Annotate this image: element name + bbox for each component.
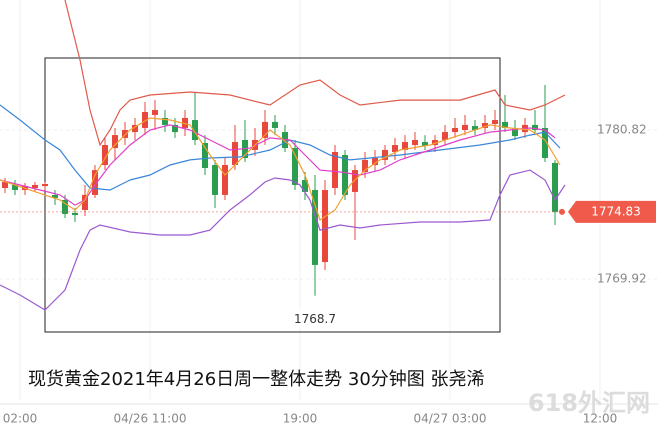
candle-body bbox=[422, 142, 428, 147]
candle-body bbox=[432, 139, 438, 146]
candle-body bbox=[532, 124, 538, 131]
candle-body bbox=[212, 165, 218, 195]
candle-body bbox=[72, 212, 78, 216]
indicator-line bbox=[64, 0, 566, 147]
candle-body bbox=[322, 190, 328, 263]
candle-body bbox=[42, 184, 48, 187]
candle-body bbox=[492, 120, 498, 124]
y-tick-label: 1780.82 bbox=[597, 123, 647, 137]
candle-body bbox=[52, 194, 58, 198]
candle-body bbox=[102, 145, 108, 166]
candle-body bbox=[472, 126, 478, 131]
candle-body bbox=[542, 127, 548, 159]
x-tick-label: 19:00 bbox=[283, 412, 318, 426]
indicator-line bbox=[0, 104, 561, 191]
candle-body bbox=[202, 142, 208, 169]
highlight-box bbox=[44, 57, 501, 333]
x-tick-label: 04/26 11:00 bbox=[114, 412, 187, 426]
candle-body bbox=[382, 149, 388, 160]
candle-body bbox=[292, 148, 298, 185]
low-label: 1768.7 bbox=[294, 312, 336, 326]
last-price-tag bbox=[568, 200, 656, 223]
candle-body bbox=[82, 194, 88, 210]
candle-body bbox=[132, 124, 138, 133]
candle-body bbox=[312, 190, 318, 265]
candle-body bbox=[222, 165, 228, 195]
candle-body bbox=[332, 152, 338, 188]
chart-title: 现货黄金2021年4月26日周一整体走势 30分钟图 张尧浠 bbox=[28, 369, 485, 390]
candle-body bbox=[502, 121, 508, 128]
candle-body bbox=[552, 162, 558, 212]
candle-body bbox=[462, 124, 468, 131]
candle-body bbox=[122, 130, 128, 138]
candle-body bbox=[402, 142, 408, 150]
y-tick-label: 1769.92 bbox=[597, 272, 647, 286]
watermark: 618外汇网 bbox=[528, 389, 650, 417]
candle-body bbox=[452, 127, 458, 133]
x-tick-label: 12:00 bbox=[583, 412, 618, 426]
candle-body bbox=[512, 127, 518, 137]
last-price-label: 1774.83 bbox=[591, 204, 641, 218]
candle-body bbox=[392, 145, 398, 153]
x-tick-label: 02:00 bbox=[3, 412, 38, 426]
low-label-bg bbox=[287, 309, 343, 328]
candle-body bbox=[262, 121, 268, 138]
candle-body bbox=[442, 132, 448, 140]
candle-body bbox=[142, 111, 148, 128]
candle-body bbox=[352, 170, 358, 192]
indicator-line bbox=[0, 117, 561, 221]
candle-body bbox=[182, 117, 188, 128]
last-price-dot bbox=[559, 208, 565, 215]
candle-body bbox=[192, 120, 198, 140]
candle-body bbox=[162, 117, 168, 125]
candle-body bbox=[482, 123, 488, 128]
candle-body bbox=[372, 158, 378, 166]
indicator-line bbox=[0, 124, 556, 206]
candle-body bbox=[412, 139, 418, 146]
candle-body bbox=[92, 170, 98, 195]
candle-body bbox=[232, 142, 238, 166]
candle-body bbox=[32, 184, 38, 188]
x-tick-label: 04/27 03:00 bbox=[414, 412, 487, 426]
candle-body bbox=[62, 200, 68, 214]
indicator-line bbox=[0, 169, 566, 311]
candle-body bbox=[302, 180, 308, 192]
candle-body bbox=[272, 121, 278, 128]
candle-body bbox=[12, 184, 18, 191]
candle-body bbox=[2, 181, 8, 188]
candle-body bbox=[362, 159, 368, 172]
candle-body bbox=[172, 124, 178, 133]
candle-body bbox=[342, 155, 348, 195]
candle-body bbox=[112, 135, 118, 149]
candle-body bbox=[152, 110, 158, 115]
